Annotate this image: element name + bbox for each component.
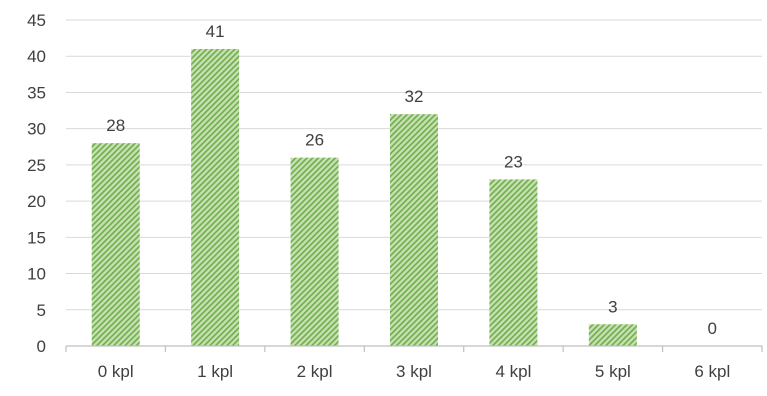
y-tick-label: 15 [27, 228, 46, 247]
x-tick-label: 5 kpl [595, 362, 631, 381]
x-tick-label: 6 kpl [694, 362, 730, 381]
y-tick-label: 40 [27, 47, 46, 66]
data-label: 28 [106, 116, 125, 135]
y-tick-label: 30 [27, 120, 46, 139]
bar [489, 179, 538, 346]
bar [91, 143, 140, 346]
y-tick-label: 5 [37, 301, 46, 320]
y-axis-ticks: 0 5 10 15 20 25 30 35 40 45 [27, 11, 46, 356]
x-tick-label: 1 kpl [197, 362, 233, 381]
y-tick-label: 10 [27, 265, 46, 284]
data-label: 3 [608, 297, 617, 316]
bars [91, 48, 637, 346]
x-tick-label: 3 kpl [396, 362, 432, 381]
y-tick-label: 25 [27, 156, 46, 175]
data-labels: 28 41 26 32 23 3 0 [106, 22, 717, 338]
data-label: 41 [206, 22, 225, 41]
data-label: 23 [504, 152, 523, 171]
bar [290, 157, 339, 346]
bar [588, 324, 637, 346]
bar [390, 114, 438, 346]
x-tick-label: 2 kpl [297, 362, 333, 381]
y-tick-label: 20 [27, 192, 46, 211]
bar [191, 48, 240, 346]
x-axis [65, 345, 763, 352]
x-tick-label: 0 kpl [98, 362, 134, 381]
data-label: 0 [708, 319, 717, 338]
x-tick-label: 4 kpl [495, 362, 531, 381]
data-label: 32 [405, 87, 424, 106]
y-tick-label: 0 [37, 337, 46, 356]
x-axis-ticks: 0 kpl 1 kpl 2 kpl 3 kpl 4 kpl 5 kpl 6 kpl [98, 362, 730, 381]
y-tick-label: 35 [27, 83, 46, 102]
y-tick-label: 45 [27, 11, 46, 30]
data-label: 26 [305, 131, 324, 150]
